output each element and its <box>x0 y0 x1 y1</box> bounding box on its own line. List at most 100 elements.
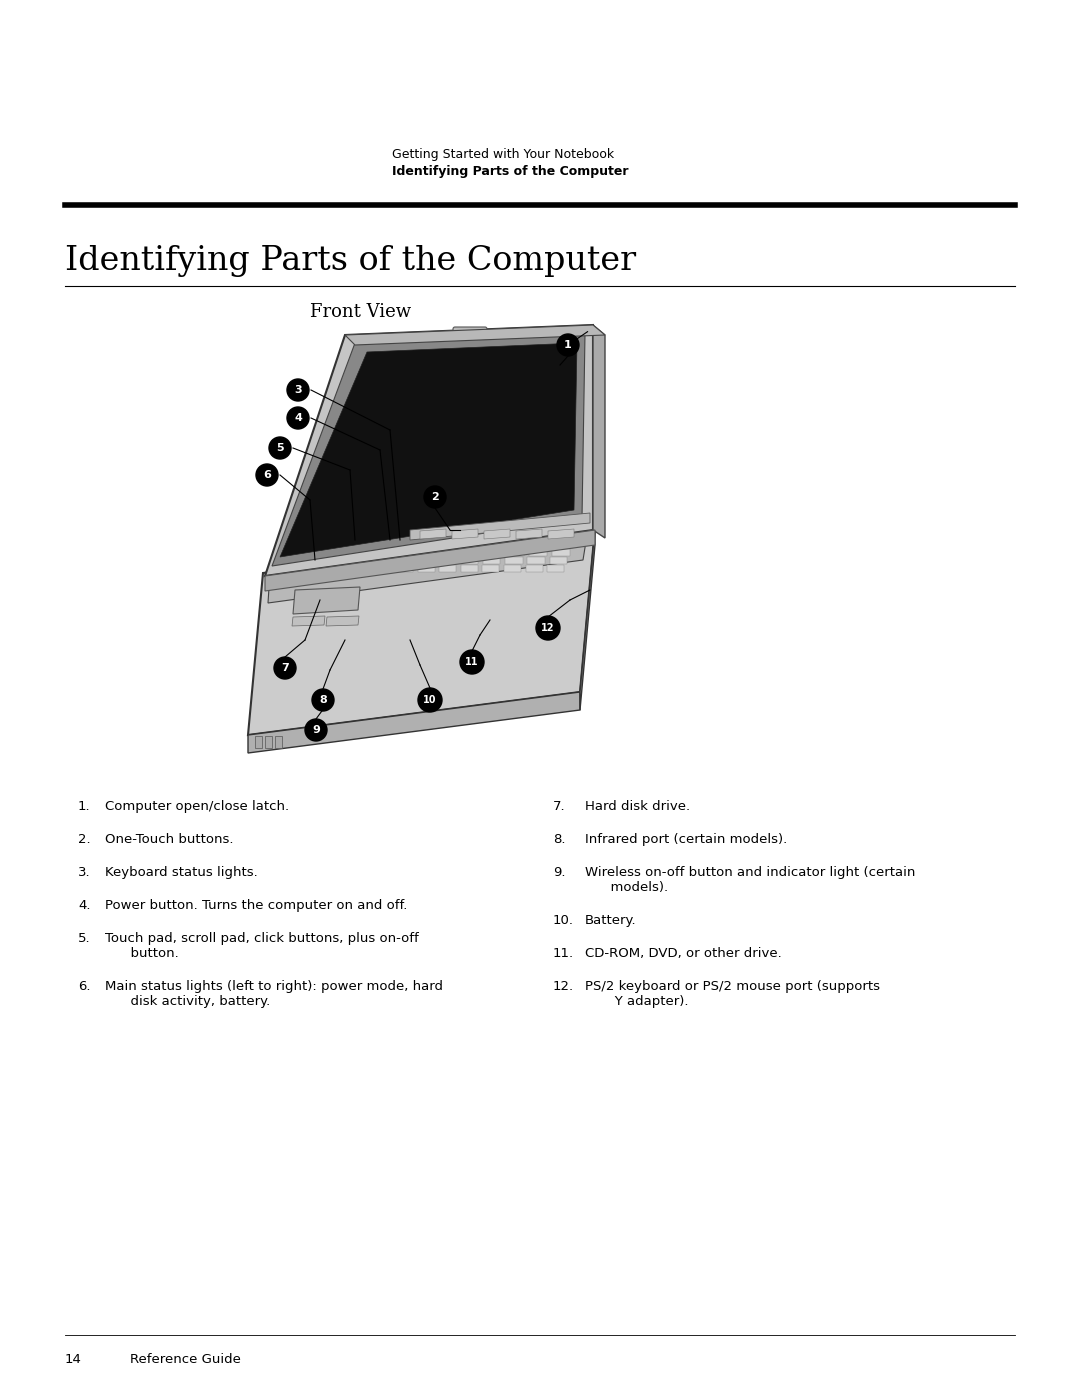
Polygon shape <box>268 529 588 604</box>
Text: 7.: 7. <box>553 800 566 813</box>
Polygon shape <box>580 528 595 710</box>
Polygon shape <box>418 564 434 571</box>
Polygon shape <box>340 541 359 548</box>
Polygon shape <box>532 534 552 541</box>
Polygon shape <box>460 557 477 564</box>
Text: Infrared port (certain models).: Infrared port (certain models). <box>585 833 787 847</box>
Text: PS/2 keyboard or PS/2 mouse port (supports: PS/2 keyboard or PS/2 mouse port (suppor… <box>585 981 880 993</box>
Polygon shape <box>529 549 548 556</box>
Text: Keyboard status lights.: Keyboard status lights. <box>105 866 258 879</box>
Polygon shape <box>414 549 432 556</box>
Text: 6: 6 <box>264 469 271 481</box>
Polygon shape <box>292 616 325 626</box>
Text: 1.: 1. <box>78 800 91 813</box>
Polygon shape <box>330 564 348 571</box>
Polygon shape <box>437 557 456 564</box>
Text: Front View: Front View <box>310 303 411 321</box>
Text: 10.: 10. <box>553 914 573 928</box>
Polygon shape <box>345 549 363 556</box>
Polygon shape <box>336 534 355 541</box>
Text: disk activity, battery.: disk activity, battery. <box>105 995 270 1009</box>
Text: 11.: 11. <box>553 947 575 960</box>
Polygon shape <box>434 534 454 541</box>
Polygon shape <box>396 564 413 571</box>
Polygon shape <box>460 549 477 556</box>
Polygon shape <box>353 564 369 571</box>
Text: Reference Guide: Reference Guide <box>130 1354 241 1366</box>
Polygon shape <box>435 541 454 548</box>
Polygon shape <box>265 326 593 576</box>
Text: 7: 7 <box>281 664 288 673</box>
Text: 5.: 5. <box>78 932 91 944</box>
Polygon shape <box>326 557 343 564</box>
Text: 12: 12 <box>541 623 555 633</box>
Text: Hard disk drive.: Hard disk drive. <box>585 800 690 813</box>
Polygon shape <box>483 549 501 556</box>
Polygon shape <box>504 564 522 571</box>
Polygon shape <box>507 541 526 548</box>
Text: Battery.: Battery. <box>585 914 636 928</box>
Text: Touch pad, scroll pad, click buttons, plus on-off: Touch pad, scroll pad, click buttons, pl… <box>105 932 419 944</box>
Circle shape <box>274 657 296 679</box>
Circle shape <box>305 719 327 740</box>
Text: 3: 3 <box>294 386 301 395</box>
Text: 1: 1 <box>564 339 572 351</box>
Circle shape <box>460 650 484 673</box>
Polygon shape <box>349 557 366 564</box>
Polygon shape <box>484 529 510 539</box>
Text: Identifying Parts of the Computer: Identifying Parts of the Computer <box>392 165 629 177</box>
Polygon shape <box>552 549 570 556</box>
Text: 9.: 9. <box>553 866 566 879</box>
Text: 4: 4 <box>294 414 302 423</box>
Polygon shape <box>453 529 478 539</box>
Polygon shape <box>272 334 585 566</box>
Text: 2: 2 <box>431 492 438 502</box>
Polygon shape <box>505 557 523 564</box>
Polygon shape <box>370 557 389 564</box>
Polygon shape <box>326 616 359 626</box>
Circle shape <box>287 379 309 401</box>
Text: 6.: 6. <box>78 981 91 993</box>
Polygon shape <box>526 564 543 571</box>
Text: button.: button. <box>105 947 179 960</box>
Polygon shape <box>375 564 391 571</box>
Polygon shape <box>411 541 430 548</box>
Polygon shape <box>527 557 545 564</box>
Text: 14: 14 <box>65 1354 82 1366</box>
Text: 11: 11 <box>465 657 478 666</box>
Polygon shape <box>593 326 605 538</box>
Text: Y adapter).: Y adapter). <box>585 995 689 1009</box>
Polygon shape <box>548 564 565 571</box>
Bar <box>275 736 282 747</box>
Polygon shape <box>458 534 477 541</box>
Polygon shape <box>420 529 446 539</box>
Polygon shape <box>248 528 595 735</box>
Polygon shape <box>280 344 577 557</box>
Text: models).: models). <box>585 882 669 894</box>
Circle shape <box>312 689 334 711</box>
Polygon shape <box>311 534 330 541</box>
Text: Power button. Turns the computer on and off.: Power button. Turns the computer on and … <box>105 900 407 912</box>
Text: CD-ROM, DVD, or other drive.: CD-ROM, DVD, or other drive. <box>585 947 782 960</box>
Text: Main status lights (left to right): power mode, hard: Main status lights (left to right): powe… <box>105 981 443 993</box>
Polygon shape <box>367 549 386 556</box>
Text: 3.: 3. <box>78 866 91 879</box>
Bar <box>265 736 272 747</box>
Polygon shape <box>436 549 455 556</box>
Polygon shape <box>554 541 573 548</box>
Polygon shape <box>409 534 429 541</box>
Circle shape <box>424 486 446 509</box>
Text: 2.: 2. <box>78 833 91 847</box>
Text: 9: 9 <box>312 725 320 735</box>
Polygon shape <box>393 557 410 564</box>
Polygon shape <box>483 557 500 564</box>
Circle shape <box>557 334 579 356</box>
Text: Wireless on-off button and indicator light (certain: Wireless on-off button and indicator lig… <box>585 866 916 879</box>
Polygon shape <box>248 692 580 753</box>
Polygon shape <box>390 549 408 556</box>
Bar <box>255 736 262 747</box>
Text: 12.: 12. <box>553 981 575 993</box>
Text: 8.: 8. <box>553 833 566 847</box>
Text: Identifying Parts of the Computer: Identifying Parts of the Computer <box>65 244 636 277</box>
Text: 10: 10 <box>423 694 436 705</box>
